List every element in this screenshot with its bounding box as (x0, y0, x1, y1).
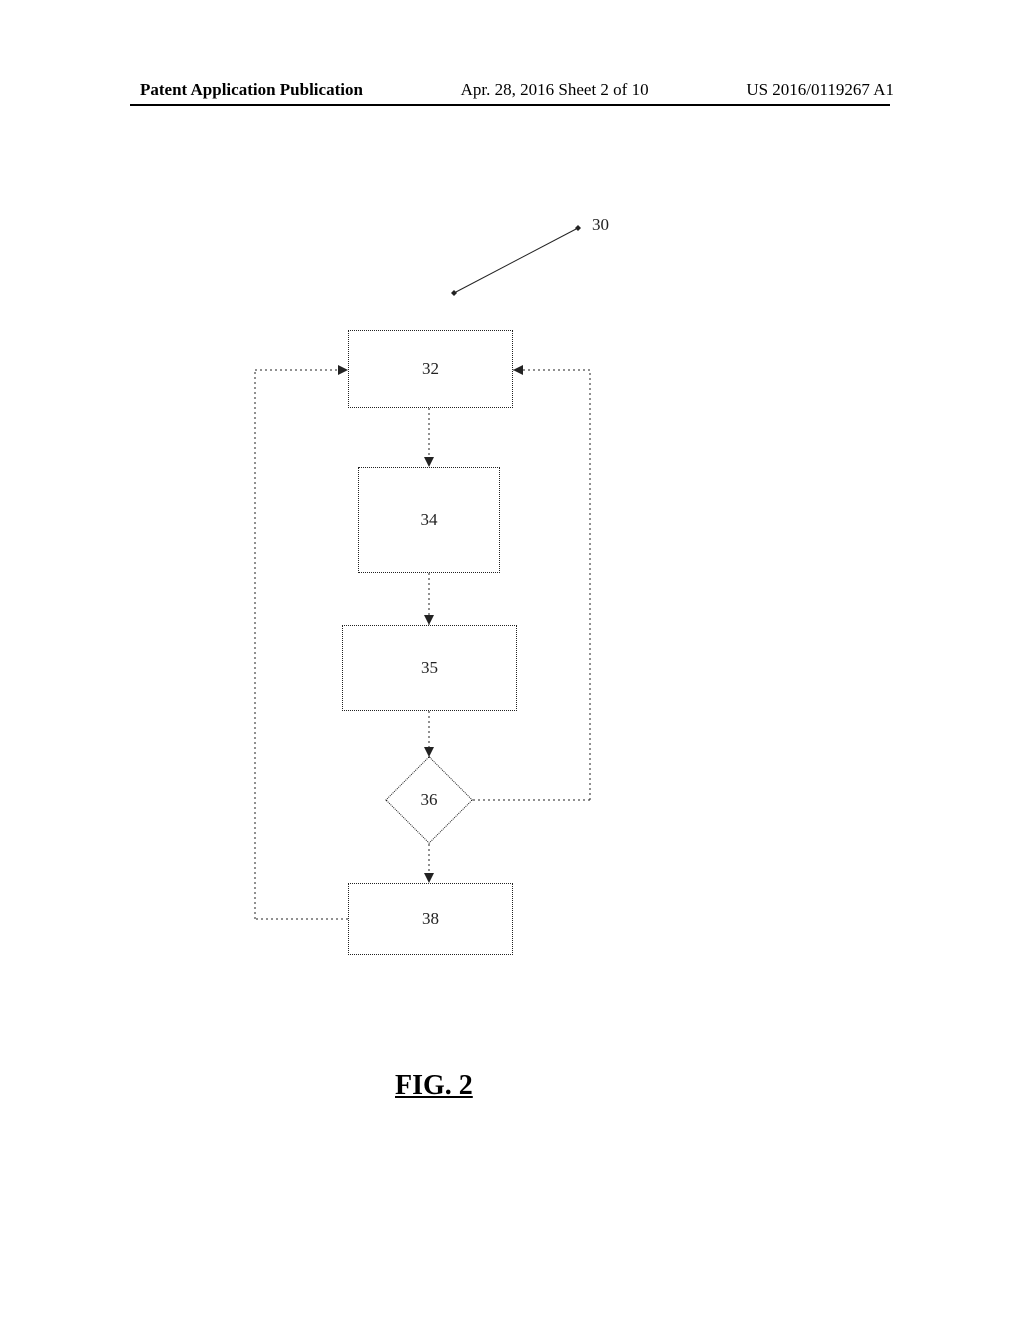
flowchart-connectors (0, 0, 1024, 1320)
page: Patent Application Publication Apr. 28, … (0, 0, 1024, 1320)
flowchart-diagram: 30 3234353638 FIG. 2 (0, 0, 1024, 1320)
figure-caption: FIG. 2 (395, 1070, 473, 1102)
